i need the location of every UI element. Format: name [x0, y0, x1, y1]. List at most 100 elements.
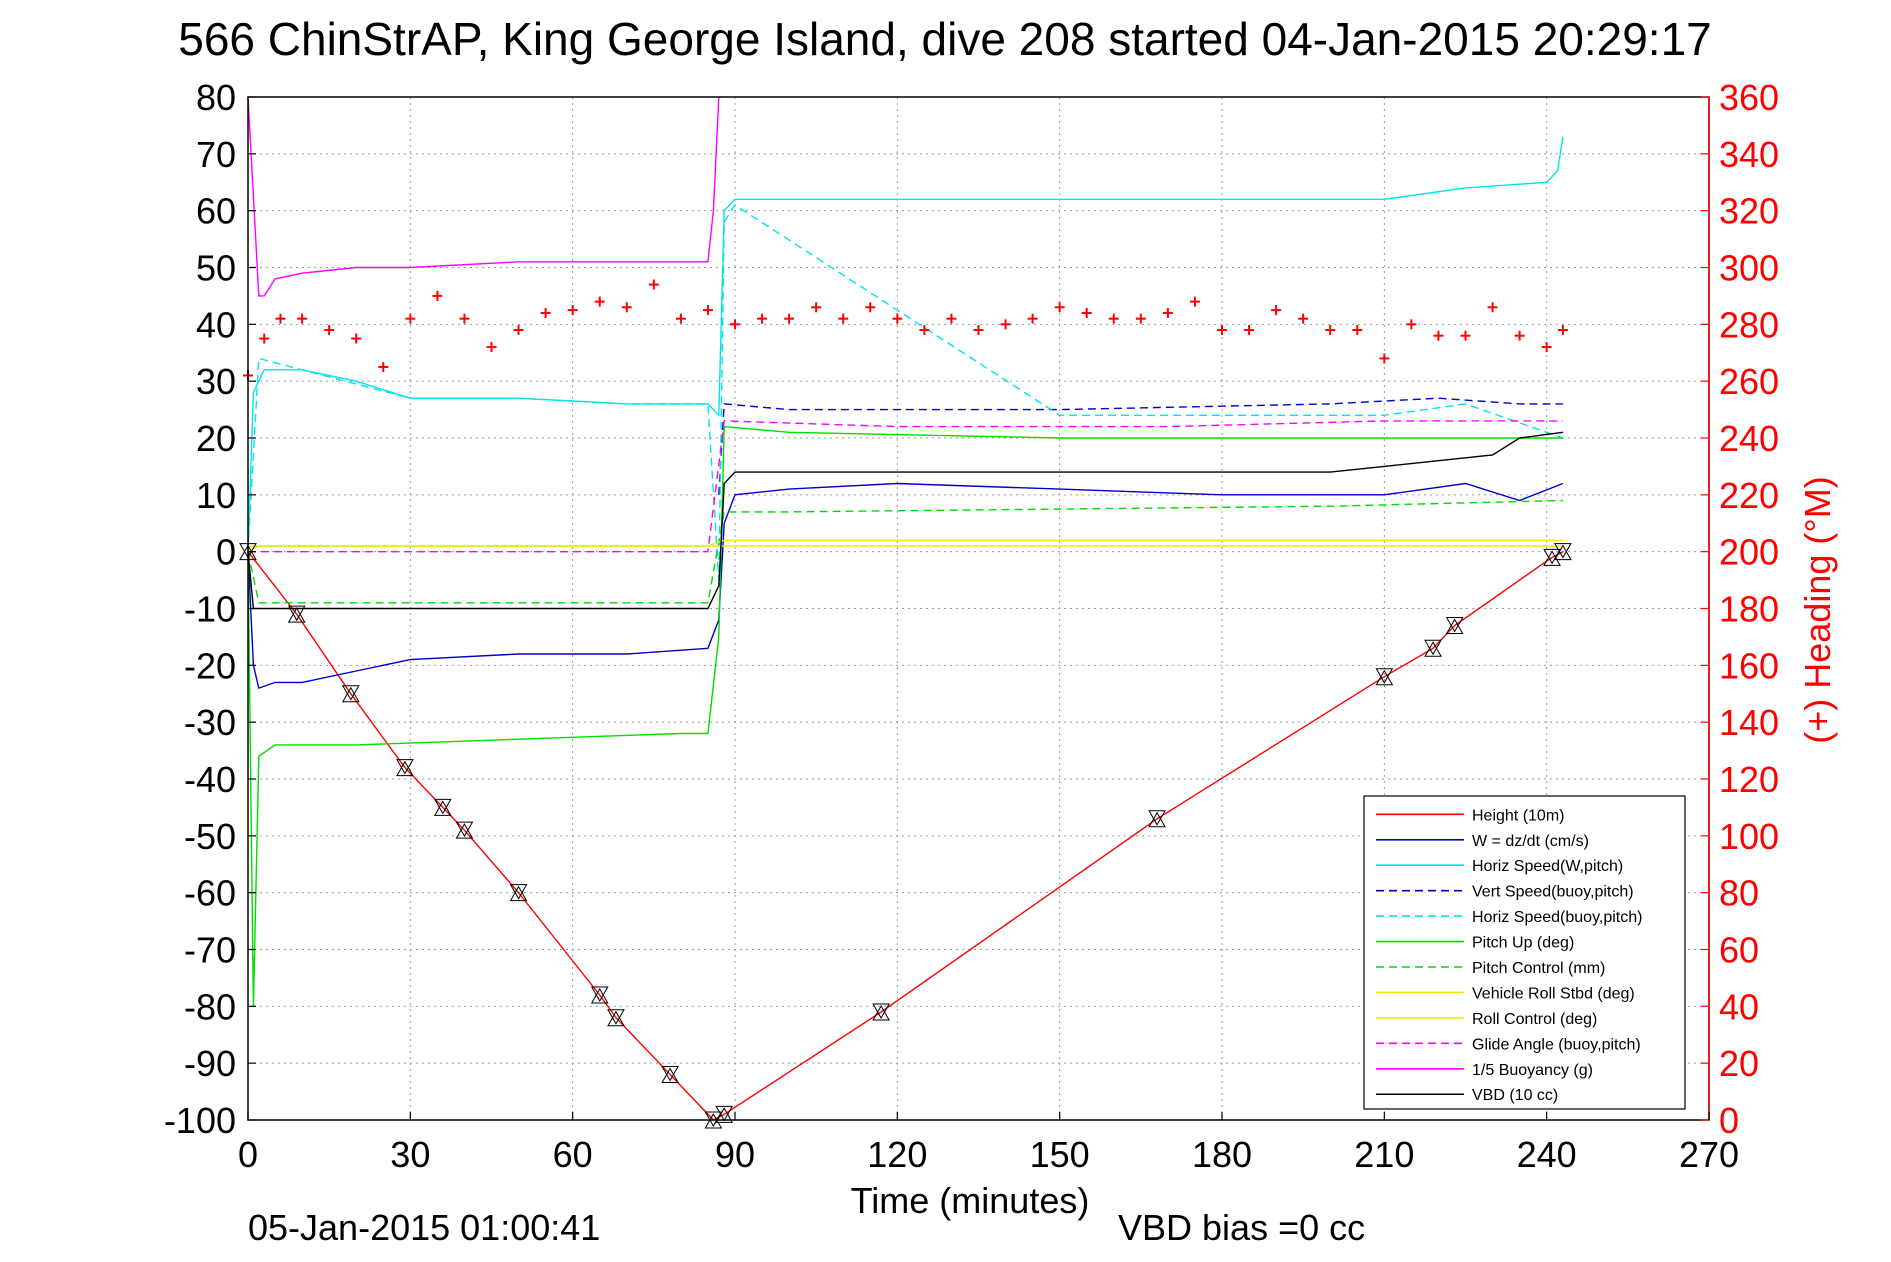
timestamp: 05-Jan-2015 01:00:41 — [248, 1207, 600, 1248]
y2-tick-label: 0 — [1719, 1100, 1739, 1141]
y-tick-label: -70 — [184, 930, 236, 971]
y2-tick-label: 120 — [1719, 759, 1779, 800]
y2-tick-label: 280 — [1719, 304, 1779, 345]
y2-tick-label: 200 — [1719, 532, 1779, 573]
heading-point — [1135, 313, 1146, 324]
y-tick-label: 50 — [196, 248, 236, 289]
x-tick-label: 90 — [715, 1134, 755, 1175]
heading-point — [297, 313, 308, 324]
heading-point — [567, 305, 578, 316]
x-tick-label: 120 — [867, 1134, 927, 1175]
heading-point — [1557, 325, 1568, 336]
heading-point — [621, 302, 632, 313]
heading-point — [946, 313, 957, 324]
y2-tick-label: 220 — [1719, 475, 1779, 516]
legend-label: Vehicle Roll Stbd (deg) — [1472, 985, 1635, 1002]
series-pitch-up-deg — [247, 425, 1563, 1007]
heading-point — [973, 325, 984, 336]
x-tick-label: 240 — [1517, 1134, 1577, 1175]
heading-point — [1217, 325, 1227, 336]
y-tick-label: 80 — [196, 77, 236, 118]
y2-tick-label: 60 — [1719, 930, 1759, 971]
x-tick-label: 180 — [1192, 1134, 1252, 1175]
y-tick-label: -10 — [184, 589, 236, 630]
right-axis-label: (+) Heading (°M) — [1797, 476, 1838, 743]
heading-point — [757, 313, 768, 324]
height-point — [509, 884, 528, 902]
heading-point — [1325, 325, 1336, 336]
heading-point — [259, 333, 270, 344]
legend: Height (10m) W = dz/dt (cm/s) Horiz Speed(… — [1363, 795, 1686, 1110]
y-tick-label: 20 — [196, 418, 236, 459]
series-vert-speed-buoy-pitch — [718, 397, 1563, 495]
series-layer — [247, 96, 1564, 1121]
height-point — [1445, 617, 1464, 635]
y2-tick-label: 300 — [1719, 248, 1779, 289]
y-tick-label: -20 — [184, 645, 236, 686]
heading-point — [1541, 342, 1552, 353]
height-point — [872, 1003, 890, 1021]
heading-point — [486, 342, 497, 353]
height-point — [607, 1009, 625, 1027]
heading-point — [1487, 302, 1498, 313]
height-point — [661, 1066, 679, 1084]
x-tick-label: 270 — [1679, 1134, 1739, 1175]
height-point — [1375, 668, 1394, 686]
heading-point — [1162, 307, 1173, 318]
heading-point — [405, 313, 416, 324]
y-tick-label: -30 — [184, 702, 236, 743]
heading-point — [351, 333, 362, 344]
y-tick-label: 40 — [196, 304, 236, 345]
height-point — [1424, 639, 1442, 657]
series-vbd-10-cc — [247, 431, 1563, 610]
heading-point — [784, 313, 795, 324]
legend-label: Height (10m) — [1472, 807, 1564, 824]
height-point — [455, 821, 474, 839]
y-tick-label: 60 — [196, 191, 236, 232]
y2-tick-label: 160 — [1719, 645, 1779, 686]
legend-label: Pitch Control (mm) — [1472, 960, 1605, 977]
heading-point — [811, 302, 822, 313]
heading-point — [513, 325, 524, 336]
height-point — [715, 1105, 734, 1123]
heading-point — [1244, 325, 1255, 336]
heading-point — [1379, 353, 1390, 364]
y2-tick-label: 320 — [1719, 191, 1779, 232]
left-axis: 80 70 60 50 40 30 20 10 0 -10 -20 -30 -40 -50 -60 -70 -8… — [164, 77, 256, 1141]
legend-label: Glide Angle (buoy,pitch) — [1472, 1036, 1641, 1053]
series-horiz-speed-buoy-pitch — [247, 204, 1564, 581]
y2-tick-label: 180 — [1719, 589, 1779, 630]
heading-point — [459, 313, 470, 324]
legend-label: VBD (10 cc) — [1472, 1087, 1558, 1104]
heading-point — [919, 325, 930, 336]
height-point — [1554, 543, 1572, 561]
y2-tick-label: 140 — [1719, 702, 1779, 743]
y2-tick-label: 100 — [1719, 816, 1779, 857]
heading-point — [324, 325, 335, 336]
x-tick-label: 150 — [1030, 1134, 1090, 1175]
height-point — [287, 605, 306, 623]
heading-point — [702, 305, 713, 316]
y2-tick-label: 240 — [1719, 418, 1779, 459]
heading-point — [594, 296, 605, 307]
y2-tick-label: 40 — [1719, 986, 1759, 1027]
y-tick-label: 0 — [216, 532, 236, 573]
legend-label: Pitch Up (deg) — [1472, 935, 1574, 952]
heading-point — [1189, 296, 1200, 307]
x-tick-label: 210 — [1354, 1134, 1414, 1175]
chart-title: 566 ChinStrAP, King George Island, dive … — [178, 13, 1712, 65]
heading-point — [1433, 330, 1444, 341]
heading-point — [730, 319, 740, 330]
legend-box — [1363, 795, 1686, 1110]
heading-point — [1081, 307, 1092, 318]
legend-label: Horiz Speed(W,pitch) — [1472, 858, 1623, 875]
heading-point — [1054, 302, 1065, 313]
heading-point — [540, 307, 551, 318]
y2-tick-label: 80 — [1719, 873, 1759, 914]
heading-point — [1271, 305, 1282, 316]
heading-point — [1298, 313, 1309, 324]
y-tick-label: -40 — [184, 759, 236, 800]
heading-point — [892, 313, 903, 324]
heading-point — [378, 361, 389, 372]
height-point — [1148, 810, 1166, 828]
